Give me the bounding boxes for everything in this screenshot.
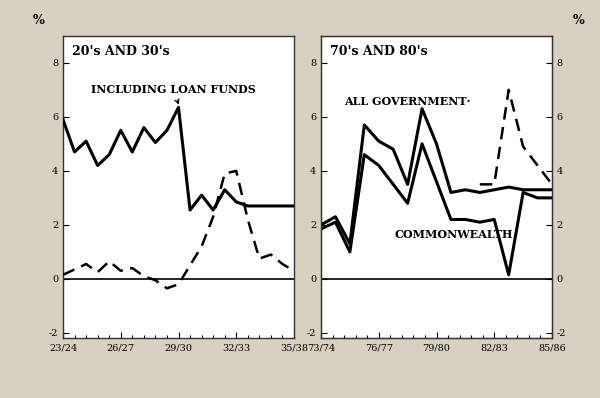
Text: ALL GOVERNMENT·: ALL GOVERNMENT·: [344, 96, 470, 107]
Text: COMMONWEALTH: COMMONWEALTH: [395, 229, 513, 240]
Text: %: %: [33, 14, 45, 27]
Text: %: %: [573, 14, 585, 27]
Text: INCLUDING LOAN FUNDS: INCLUDING LOAN FUNDS: [91, 84, 256, 103]
Text: 70's AND 80's: 70's AND 80's: [330, 45, 428, 58]
Text: 20's AND 30's: 20's AND 30's: [72, 45, 170, 58]
